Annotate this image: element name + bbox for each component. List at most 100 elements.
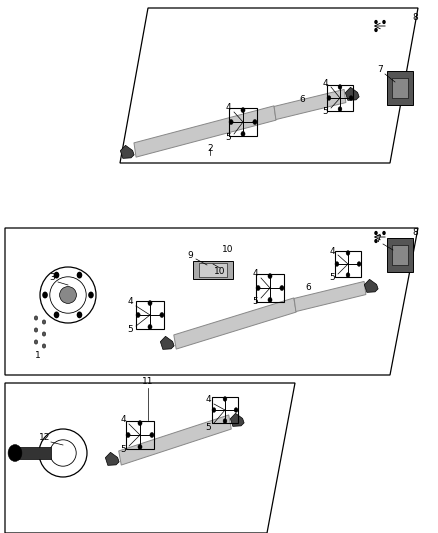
Text: 5: 5 — [252, 297, 258, 306]
Bar — [193, 261, 233, 279]
Circle shape — [34, 340, 38, 344]
Text: 4: 4 — [225, 103, 231, 112]
Circle shape — [77, 311, 82, 318]
Circle shape — [241, 108, 245, 112]
Polygon shape — [174, 298, 296, 349]
Circle shape — [335, 262, 339, 266]
Polygon shape — [274, 90, 346, 119]
Circle shape — [8, 445, 22, 462]
Bar — [392, 78, 408, 98]
Circle shape — [374, 28, 378, 32]
Circle shape — [268, 273, 272, 279]
Text: 4: 4 — [127, 297, 133, 306]
Bar — [256, 274, 284, 302]
Text: 5: 5 — [225, 133, 231, 142]
Bar — [392, 245, 408, 265]
Circle shape — [148, 325, 152, 329]
Circle shape — [234, 408, 238, 413]
Text: 4: 4 — [322, 78, 328, 87]
Text: 4: 4 — [252, 270, 258, 279]
Circle shape — [160, 312, 164, 318]
Circle shape — [374, 239, 378, 243]
Text: 8: 8 — [412, 13, 418, 22]
Bar — [335, 251, 361, 277]
Circle shape — [338, 85, 342, 90]
Circle shape — [338, 107, 342, 111]
Bar — [126, 421, 154, 449]
Polygon shape — [120, 146, 134, 158]
Text: 5: 5 — [322, 108, 328, 117]
Text: 8: 8 — [412, 228, 418, 237]
Text: 4: 4 — [205, 395, 211, 405]
Circle shape — [223, 419, 227, 423]
Bar — [387, 238, 413, 272]
Circle shape — [229, 119, 233, 125]
Circle shape — [256, 286, 260, 290]
Circle shape — [138, 445, 142, 449]
Polygon shape — [119, 415, 231, 465]
Circle shape — [126, 432, 130, 438]
Circle shape — [42, 320, 46, 324]
Circle shape — [280, 286, 284, 290]
Bar — [199, 263, 227, 277]
Text: 3: 3 — [49, 273, 55, 282]
Circle shape — [374, 231, 378, 235]
Circle shape — [212, 408, 216, 413]
Text: 1: 1 — [35, 351, 41, 359]
Bar — [212, 397, 238, 423]
Bar — [15, 447, 51, 459]
Polygon shape — [106, 453, 119, 465]
Circle shape — [88, 292, 94, 298]
Polygon shape — [160, 336, 174, 349]
Polygon shape — [134, 106, 276, 157]
Text: 7: 7 — [377, 66, 383, 75]
Circle shape — [138, 421, 142, 426]
Text: 10: 10 — [222, 246, 234, 254]
Circle shape — [346, 251, 350, 255]
Circle shape — [382, 20, 386, 24]
Circle shape — [327, 95, 331, 100]
Circle shape — [54, 272, 59, 279]
Text: 4: 4 — [120, 416, 126, 424]
Text: 5: 5 — [329, 273, 335, 282]
Circle shape — [42, 332, 46, 336]
Circle shape — [253, 119, 257, 125]
Polygon shape — [230, 413, 244, 426]
Circle shape — [241, 131, 245, 136]
Circle shape — [223, 397, 227, 401]
Bar — [327, 85, 353, 111]
Bar — [136, 301, 164, 329]
Text: 5: 5 — [127, 326, 133, 335]
Text: 10: 10 — [214, 268, 226, 277]
Circle shape — [382, 231, 386, 235]
Text: 7: 7 — [375, 236, 381, 245]
Text: 6: 6 — [305, 284, 311, 293]
Bar — [387, 71, 413, 105]
Text: 5: 5 — [205, 423, 211, 432]
Text: 2: 2 — [207, 143, 213, 152]
Bar — [229, 108, 257, 136]
Circle shape — [54, 311, 59, 318]
Circle shape — [268, 297, 272, 302]
Circle shape — [150, 432, 154, 438]
Circle shape — [148, 301, 152, 305]
Circle shape — [136, 312, 140, 318]
Circle shape — [42, 344, 46, 348]
Text: 4: 4 — [329, 246, 335, 255]
Polygon shape — [345, 87, 359, 100]
Text: 6: 6 — [299, 94, 305, 103]
Circle shape — [346, 273, 350, 277]
Circle shape — [42, 292, 48, 298]
Polygon shape — [364, 279, 378, 293]
Text: 5: 5 — [120, 446, 126, 455]
Circle shape — [374, 20, 378, 24]
Text: 12: 12 — [39, 433, 51, 442]
Text: 9: 9 — [187, 251, 193, 260]
Circle shape — [357, 262, 361, 266]
Circle shape — [34, 328, 38, 332]
Ellipse shape — [60, 287, 76, 303]
Circle shape — [34, 316, 38, 320]
Polygon shape — [294, 281, 366, 312]
Circle shape — [349, 95, 353, 100]
Text: 11: 11 — [142, 377, 154, 386]
